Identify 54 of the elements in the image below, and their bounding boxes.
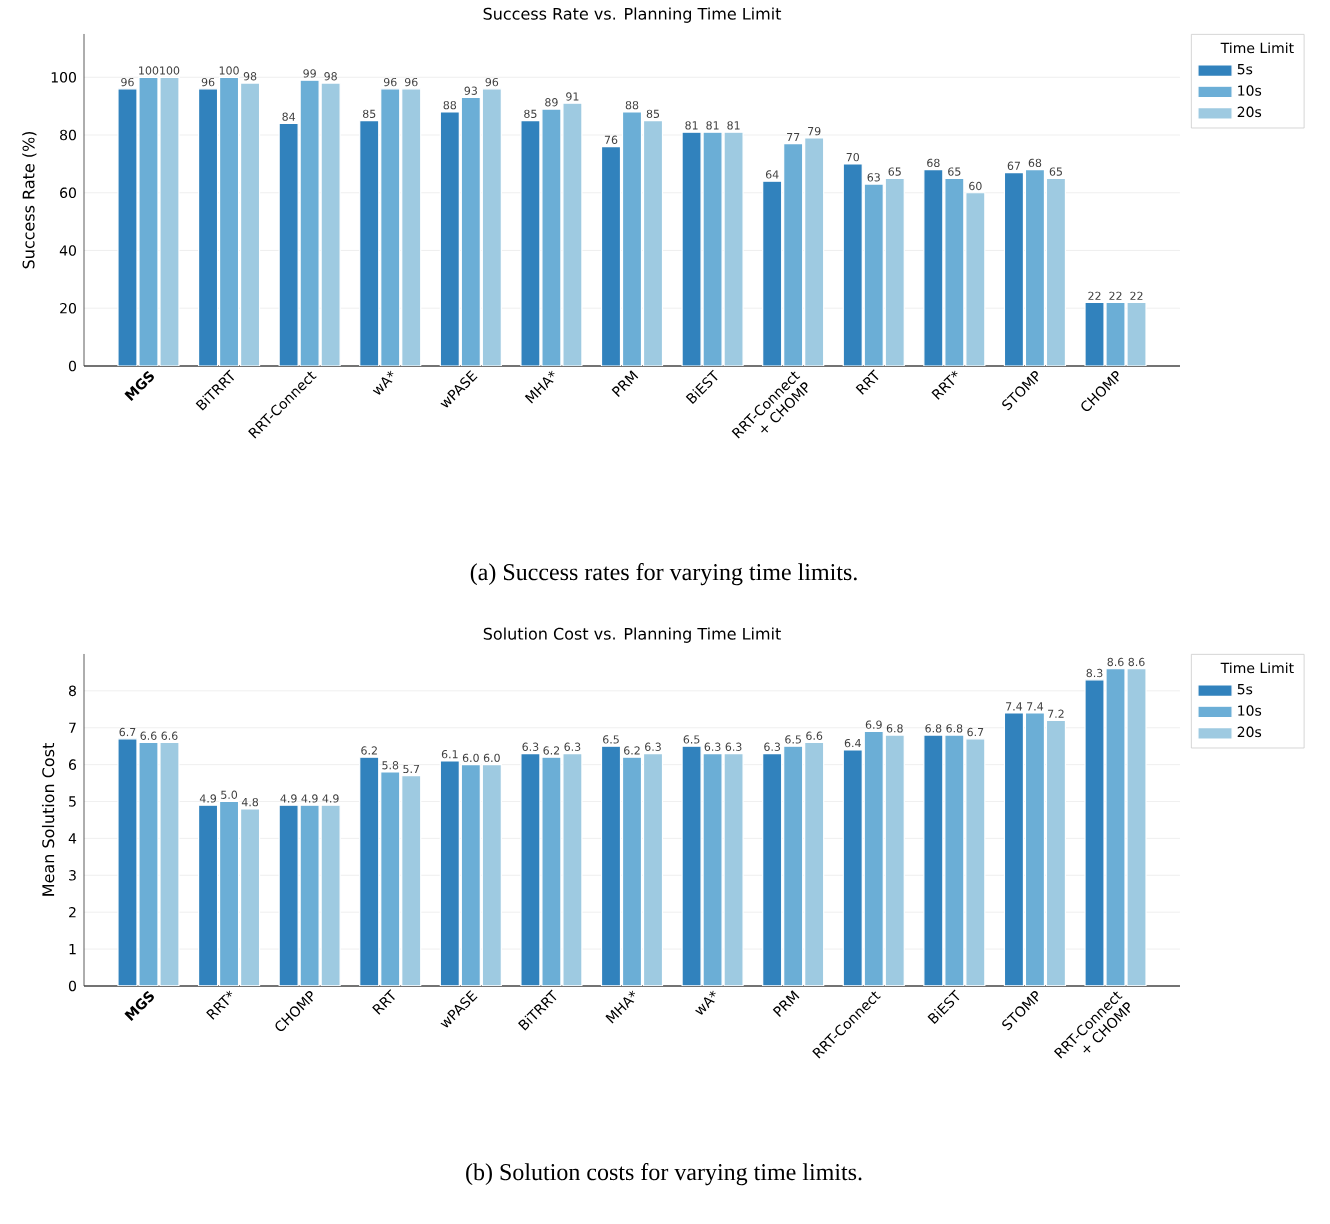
bar [923, 734, 944, 986]
bar [783, 745, 804, 986]
bar [600, 745, 622, 986]
bar [642, 119, 664, 366]
bar [439, 760, 460, 986]
bar [621, 756, 643, 986]
bar [481, 764, 502, 986]
bar [783, 143, 804, 366]
bar [863, 183, 884, 366]
bar [197, 804, 219, 986]
bar [621, 111, 643, 366]
bar [762, 180, 783, 366]
bar [359, 119, 380, 366]
bar [884, 734, 905, 986]
bar [1024, 712, 1046, 986]
y-axis-title: Mean Solution Cost [41, 743, 55, 896]
bar [642, 752, 664, 986]
bar [762, 752, 783, 986]
bar [804, 741, 825, 986]
bar [439, 111, 460, 366]
bar [197, 88, 219, 366]
bar [359, 756, 380, 986]
bar [239, 82, 261, 366]
bar [401, 775, 422, 986]
bar [1003, 171, 1025, 366]
text: (a) Success rates for varying time limits. [470, 563, 857, 586]
bar [460, 764, 481, 986]
bar [944, 734, 965, 986]
bar [218, 76, 240, 366]
bar [965, 192, 986, 366]
bar [1045, 177, 1067, 366]
bar [923, 169, 944, 366]
bar [804, 137, 825, 366]
bar [460, 96, 481, 366]
bar [239, 808, 261, 986]
y-axis-title: Success Rate (%) [22, 131, 37, 269]
bar [1045, 719, 1067, 986]
bar [380, 88, 401, 366]
bar [401, 88, 422, 366]
bar [842, 749, 863, 986]
bar [218, 800, 240, 986]
bar [600, 145, 622, 366]
bar [1003, 712, 1025, 986]
bar [842, 163, 863, 366]
bar [380, 771, 401, 986]
bar [884, 177, 905, 366]
chart-title: Solution Cost vs. Planning Time Limit [483, 627, 781, 643]
bar [481, 88, 502, 366]
bar [1024, 169, 1046, 366]
bar [965, 738, 986, 986]
text: (b) Solution costs for varying time limits. [466, 1163, 862, 1186]
bar [944, 177, 965, 366]
chart-title: Success Rate vs. Planning Time Limit [483, 7, 782, 23]
bar [863, 730, 884, 986]
